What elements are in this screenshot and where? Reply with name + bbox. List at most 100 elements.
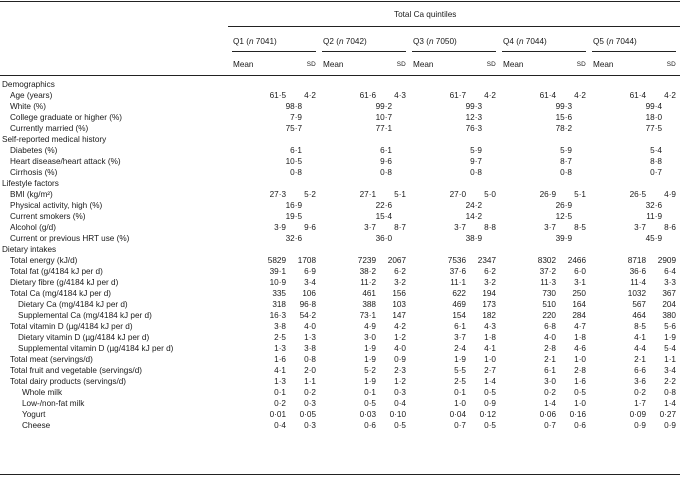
mean-value: 730 xyxy=(542,289,556,298)
sd-value: 0·27 xyxy=(659,410,676,419)
mean-value: 3·8 xyxy=(274,322,286,331)
sd-value: 1·0 xyxy=(574,399,586,408)
mean-value: 0·1 xyxy=(454,388,466,397)
mean-value: 73·1 xyxy=(359,311,376,320)
mean-value: 3·7 xyxy=(364,223,376,232)
percent-value: 26·9 xyxy=(555,201,572,210)
row-label: Total fruit and vegetable (servings/d) xyxy=(10,366,142,375)
table-row: Age (years) 61·5 4·2 61·6 4·3 61·7 4·2 61·4 4·2 6… xyxy=(0,90,680,101)
quintile-header-q1: Q1 (n 7041) xyxy=(233,37,277,46)
percent-value: 0·8 xyxy=(470,168,482,177)
percent-value: 8·7 xyxy=(560,157,572,166)
row-label: Supplemental Ca (mg/4184 kJ per d) xyxy=(18,311,152,320)
mean-value: 39·1 xyxy=(269,267,286,276)
sd-header: SD xyxy=(306,61,316,68)
table-row: Total energy (kJ/d) 5829 1708 7239 2067 7536 2… xyxy=(0,255,680,266)
n-value: 7050 xyxy=(435,37,455,46)
sd-value: 3·8 xyxy=(304,344,316,353)
percent-value: 5·4 xyxy=(650,146,662,155)
n-symbol: n xyxy=(428,37,434,46)
sd-value: 1·2 xyxy=(394,333,406,342)
sd-value: 0·12 xyxy=(479,410,496,419)
sd-value: 0·5 xyxy=(484,388,496,397)
mean-value: 3·7 xyxy=(454,333,466,342)
mean-value: 61·6 xyxy=(359,91,376,100)
percent-value: 99·4 xyxy=(645,102,662,111)
mean-value: 37·2 xyxy=(539,267,556,276)
sd-value: 4·2 xyxy=(664,91,676,100)
mean-value: 8302 xyxy=(537,256,556,265)
mean-value: 464 xyxy=(632,311,646,320)
table-row: Total vitamin D (µg/4184 kJ per d) 3·8 4·0… xyxy=(0,321,680,332)
mean-value: 0·04 xyxy=(449,410,466,419)
mean-value: 3·9 xyxy=(274,223,286,232)
table-row: Alcohol (g/d) 3·9 9·6 3·7 8·7 3·7 8·8 3·7 8·5 3·7… xyxy=(0,222,680,233)
mean-value: 1·6 xyxy=(274,355,286,364)
sd-value: 194 xyxy=(482,289,496,298)
percent-value: 22·6 xyxy=(375,201,392,210)
mean-value: 10·9 xyxy=(269,278,286,287)
mean-value: 0·2 xyxy=(634,388,646,397)
percent-value: 39·9 xyxy=(555,234,572,243)
table-row: Total Ca (mg/4184 kJ per d) 335 106 461 156 6… xyxy=(0,288,680,299)
row-label: Currently married (%) xyxy=(10,124,89,133)
row-label: College graduate or higher (%) xyxy=(10,113,122,122)
sd-value: 1·4 xyxy=(664,399,676,408)
mean-value: 7239 xyxy=(357,256,376,265)
sd-value: 1·4 xyxy=(484,377,496,386)
sd-header: SD xyxy=(666,61,676,68)
percent-value: 14·2 xyxy=(465,212,482,221)
table-row: Dietary Ca (mg/4184 kJ per d) 318 96·8 388 1… xyxy=(0,299,680,310)
sd-value: 2·8 xyxy=(574,366,586,375)
mean-value: 61·7 xyxy=(449,91,466,100)
percent-value: 78·2 xyxy=(555,124,572,133)
sd-value: 1·8 xyxy=(484,333,496,342)
sd-value: 6·4 xyxy=(664,267,676,276)
sd-value: 0·5 xyxy=(394,421,406,430)
percent-value: 0·8 xyxy=(290,168,302,177)
table-row: Dietary fibre (g/4184 kJ per d) 10·9 3·4 11… xyxy=(0,277,680,288)
row-label: Physical activity, high (%) xyxy=(10,201,103,210)
percent-value: 12·3 xyxy=(465,113,482,122)
n-value: 7044 xyxy=(615,37,635,46)
mean-value: 2·8 xyxy=(544,344,556,353)
percent-value: 9·6 xyxy=(380,157,392,166)
sd-value: 3·4 xyxy=(664,366,676,375)
percent-value: 11·9 xyxy=(646,212,662,221)
section-label: Self-reported medical history xyxy=(2,135,107,144)
mean-value: 388 xyxy=(362,300,376,309)
mean-value: 1·3 xyxy=(274,377,286,386)
sd-value: 3·1 xyxy=(574,278,586,287)
mean-value: 1·9 xyxy=(364,344,376,353)
sd-value: 0·05 xyxy=(299,410,316,419)
sd-value: 0·9 xyxy=(664,421,676,430)
sd-value: 204 xyxy=(662,300,676,309)
mean-value: 1·4 xyxy=(544,399,556,408)
quintile-label: Q5 xyxy=(593,37,604,46)
sd-value: 1708 xyxy=(297,256,316,265)
sd-value: 3·3 xyxy=(664,278,676,287)
sd-value: 0·3 xyxy=(304,399,316,408)
mean-value: 0·7 xyxy=(544,421,556,430)
sd-value: 284 xyxy=(572,311,586,320)
mean-value: 11·2 xyxy=(360,278,376,287)
mean-value: 2·5 xyxy=(454,377,466,386)
sd-value: 0·16 xyxy=(569,410,586,419)
percent-value: 18·0 xyxy=(645,113,662,122)
quintile-rule xyxy=(232,51,316,52)
mean-value: 0·03 xyxy=(359,410,376,419)
table-row: Diabetes (%) 6·1 6·1 5·9 5·9 5·4 xyxy=(0,145,680,156)
row-label: Total energy (kJ/d) xyxy=(10,256,78,265)
mean-value: 36·6 xyxy=(629,267,646,276)
mean-value: 0·09 xyxy=(629,410,646,419)
n-value: 7042 xyxy=(345,37,365,46)
table-row: Total fat (g/4184 kJ per d) 39·1 6·9 38·2 6·… xyxy=(0,266,680,277)
sd-value: 3·4 xyxy=(304,278,316,287)
sd-value: 6·0 xyxy=(574,267,586,276)
mean-value: 5·5 xyxy=(454,366,466,375)
percent-value: 5·9 xyxy=(470,146,482,155)
sd-value: 1·0 xyxy=(484,355,496,364)
sd-value: 2466 xyxy=(567,256,586,265)
sd-value: 250 xyxy=(572,289,586,298)
